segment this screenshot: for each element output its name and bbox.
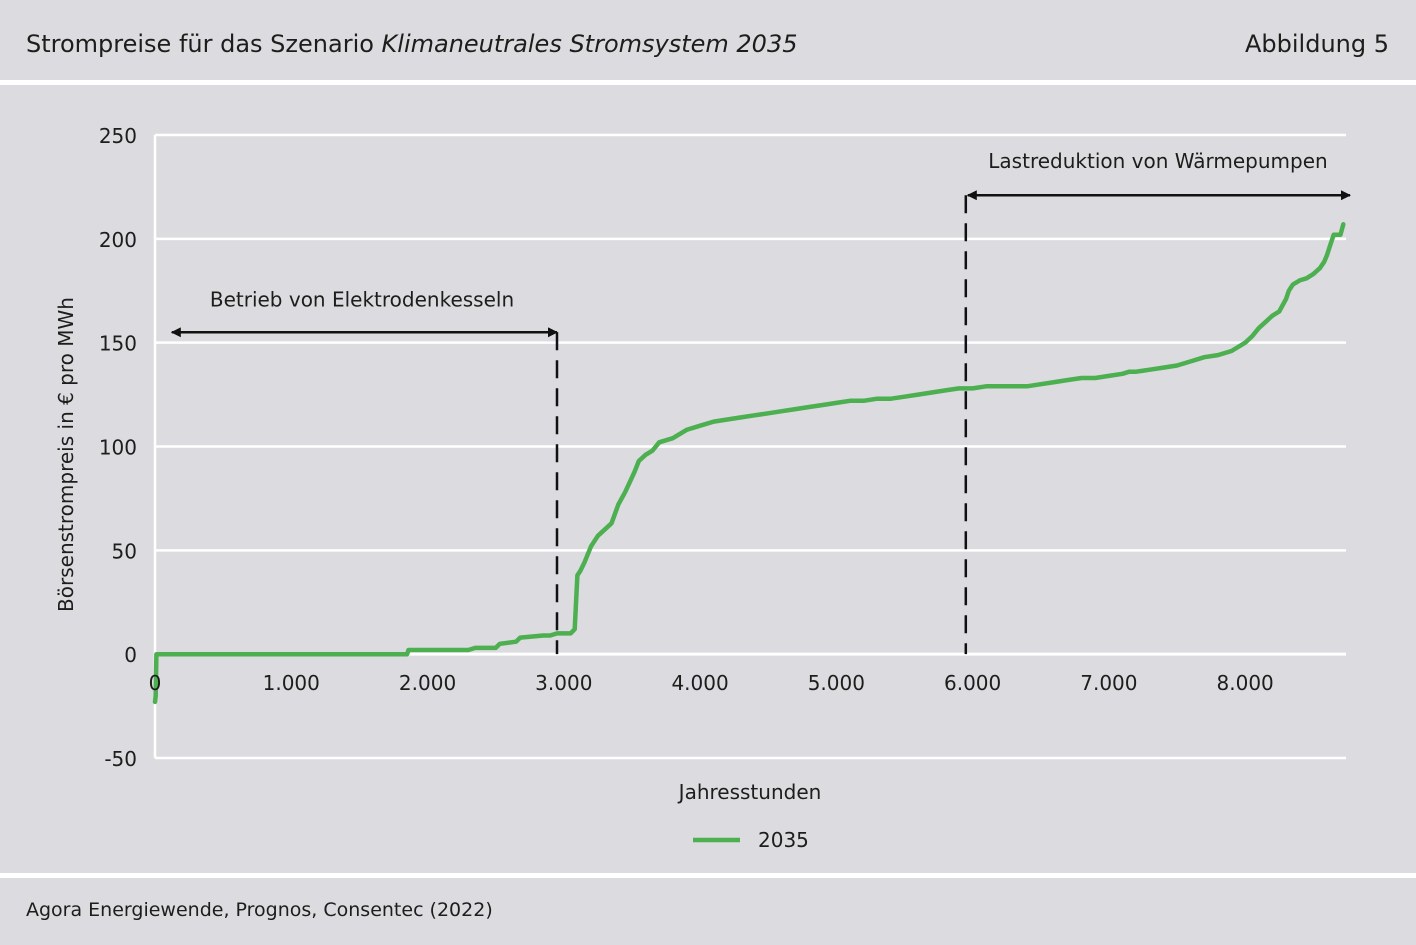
page-title: Strompreise für das Szenario Klimaneutra… <box>26 30 798 58</box>
x-tick-label: 3.000 <box>535 671 592 695</box>
x-tick-label: 1.000 <box>263 671 320 695</box>
x-tick-label: 6.000 <box>944 671 1001 695</box>
footer-divider <box>0 873 1416 878</box>
y-tick-label: 200 <box>99 228 137 252</box>
annotation-label: Betrieb von Elektrodenkesseln <box>210 287 514 311</box>
legend-label: 2035 <box>758 828 809 852</box>
y-tick-label: 150 <box>99 332 137 356</box>
y-tick-label: 0 <box>124 643 137 667</box>
title-prefix: Strompreise für das Szenario <box>26 30 382 58</box>
y-tick-label: -50 <box>104 747 137 771</box>
x-tick-label: 4.000 <box>671 671 728 695</box>
x-axis-label: Jahresstunden <box>677 780 822 804</box>
y-axis-label: Börsenstrompreis in € pro MWh <box>54 297 78 612</box>
x-tick-label: 0 <box>149 671 162 695</box>
source-note: Agora Energiewende, Prognos, Consentec (… <box>26 899 493 921</box>
figure-label: Abbildung 5 <box>1244 30 1389 58</box>
header: Strompreise für das Szenario Klimaneutra… <box>0 0 1416 80</box>
x-tick-label: 2.000 <box>399 671 456 695</box>
y-tick-label: 50 <box>112 539 137 563</box>
y-tick-label: 100 <box>99 436 137 460</box>
price-duration-chart: Betrieb von Elektrodenkesseln Lastredukti… <box>54 124 1351 852</box>
header-divider <box>0 80 1416 85</box>
annotation-label: Lastreduktion von Wärmepumpen <box>988 149 1327 173</box>
x-tick-label: 8.000 <box>1217 671 1274 695</box>
series-line-2035 <box>152 222 1346 705</box>
y-tick-label: 250 <box>99 124 137 148</box>
title-italic: Klimaneutrales Stromsystem 2035 <box>381 30 798 58</box>
x-tick-label: 5.000 <box>808 671 865 695</box>
x-tick-label: 7.000 <box>1080 671 1137 695</box>
